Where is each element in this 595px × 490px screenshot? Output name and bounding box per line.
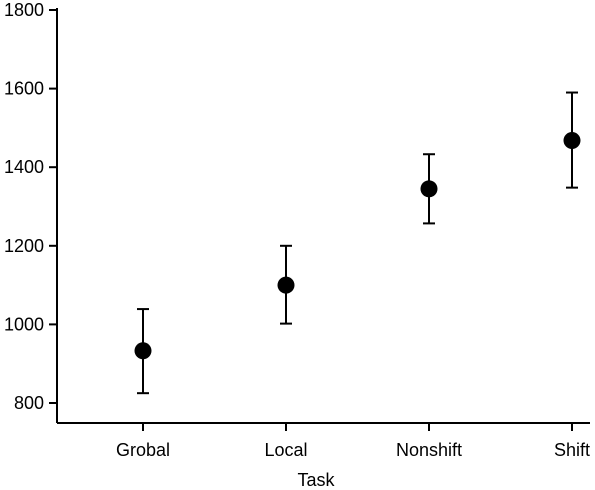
y-tick-label: 1000 bbox=[4, 314, 44, 334]
y-tick-label: 1600 bbox=[4, 79, 44, 99]
y-ticks: 800 1000 1200 1400 1600 1800 bbox=[4, 0, 57, 413]
x-tick-label: Local bbox=[264, 440, 307, 460]
data-point bbox=[277, 276, 295, 294]
x-ticks: Grobal Local Nonshift Shift bbox=[116, 423, 590, 460]
x-axis-title: Task bbox=[297, 470, 335, 490]
y-tick-label: 1200 bbox=[4, 236, 44, 256]
x-tick-label: Nonshift bbox=[396, 440, 462, 460]
data-point bbox=[563, 131, 581, 149]
data-point bbox=[420, 180, 438, 198]
x-tick-label: Grobal bbox=[116, 440, 170, 460]
y-tick-label: 800 bbox=[14, 393, 44, 413]
error-bars bbox=[137, 91, 578, 395]
axes bbox=[56, 8, 590, 424]
data-point bbox=[134, 342, 152, 360]
y-tick-label: 1400 bbox=[4, 157, 44, 177]
y-tick-label: 1800 bbox=[4, 0, 44, 20]
data-points bbox=[134, 131, 581, 360]
x-tick-label: Shift bbox=[554, 440, 590, 460]
